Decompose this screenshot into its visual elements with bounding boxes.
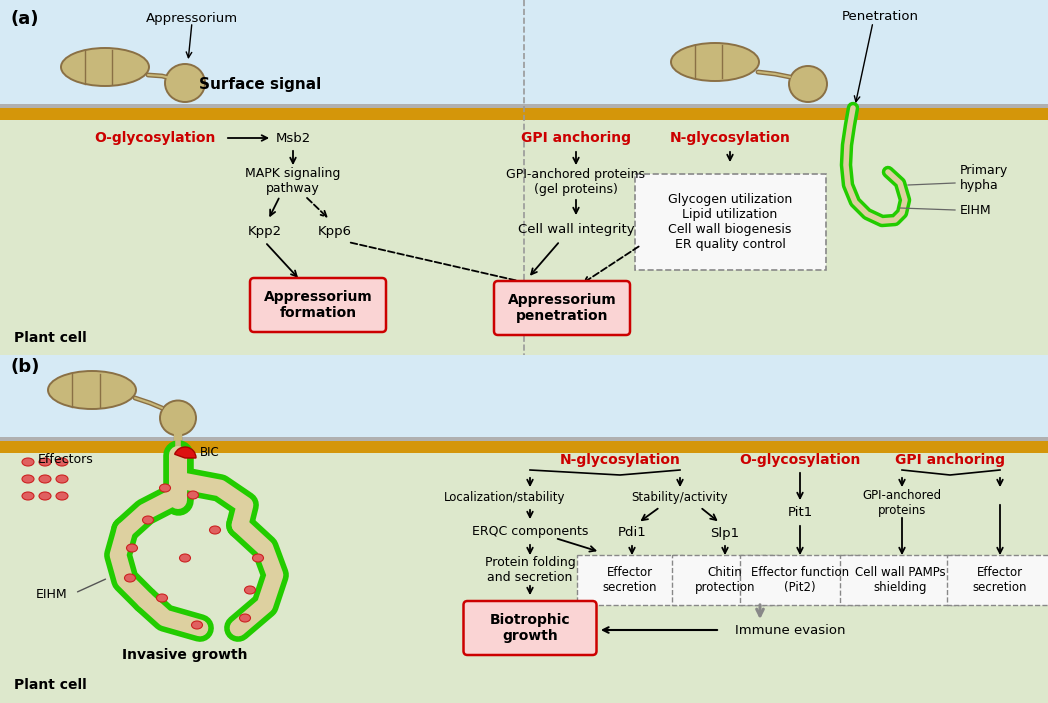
Ellipse shape	[143, 516, 153, 524]
Text: N-glycosylation: N-glycosylation	[670, 131, 790, 145]
Text: GPI anchoring: GPI anchoring	[521, 131, 631, 145]
Wedge shape	[175, 447, 196, 458]
Ellipse shape	[39, 458, 51, 466]
FancyBboxPatch shape	[577, 555, 683, 605]
Ellipse shape	[22, 492, 34, 500]
Ellipse shape	[156, 594, 168, 602]
Text: Effectors: Effectors	[38, 453, 93, 466]
Ellipse shape	[671, 43, 759, 81]
Text: Immune evasion: Immune evasion	[735, 624, 846, 636]
Text: Appressorium: Appressorium	[146, 12, 238, 25]
Text: BIC: BIC	[200, 446, 220, 460]
FancyBboxPatch shape	[463, 601, 596, 655]
Text: Kpp2: Kpp2	[248, 224, 282, 238]
Text: Pdi1: Pdi1	[617, 527, 647, 539]
Text: Effector
secretion: Effector secretion	[603, 566, 657, 594]
FancyBboxPatch shape	[634, 174, 826, 270]
Ellipse shape	[61, 48, 149, 86]
Ellipse shape	[253, 554, 263, 562]
Ellipse shape	[39, 492, 51, 500]
Text: Appressorium
penetration: Appressorium penetration	[507, 293, 616, 323]
Text: Stability/activity: Stability/activity	[632, 491, 728, 505]
FancyBboxPatch shape	[250, 278, 386, 332]
Bar	[0, 110, 1048, 355]
Text: Plant cell: Plant cell	[14, 331, 87, 345]
FancyBboxPatch shape	[740, 555, 860, 605]
Bar	[0, 108, 1048, 120]
Text: Chitin
protection: Chitin protection	[695, 566, 756, 594]
Text: Biotrophic
growth: Biotrophic growth	[489, 613, 570, 643]
Text: O-glycosylation: O-glycosylation	[94, 131, 216, 145]
FancyBboxPatch shape	[947, 555, 1048, 605]
Text: GPI anchoring: GPI anchoring	[895, 453, 1005, 467]
Ellipse shape	[244, 586, 256, 594]
Text: (a): (a)	[10, 10, 39, 28]
Text: Slp1: Slp1	[711, 527, 740, 539]
Text: Surface signal: Surface signal	[199, 77, 321, 93]
Ellipse shape	[56, 458, 68, 466]
Text: Cell wall integrity: Cell wall integrity	[518, 224, 634, 236]
Bar	[0, 104, 1048, 108]
Text: Effector function
(Pit2): Effector function (Pit2)	[751, 566, 849, 594]
FancyBboxPatch shape	[494, 281, 630, 335]
Ellipse shape	[125, 574, 135, 582]
Text: O-glycosylation: O-glycosylation	[739, 453, 860, 467]
Text: Protein folding
and secretion: Protein folding and secretion	[484, 556, 575, 584]
Text: Penetration: Penetration	[842, 10, 918, 23]
Text: Appressorium
formation: Appressorium formation	[264, 290, 372, 320]
Ellipse shape	[48, 371, 136, 409]
Text: Plant cell: Plant cell	[14, 678, 87, 692]
Ellipse shape	[210, 526, 220, 534]
Text: N-glycosylation: N-glycosylation	[560, 453, 680, 467]
Text: (b): (b)	[10, 358, 40, 376]
Text: Effector
secretion: Effector secretion	[973, 566, 1027, 594]
Text: Localization/stability: Localization/stability	[444, 491, 566, 505]
FancyBboxPatch shape	[672, 555, 778, 605]
Text: Kpp6: Kpp6	[318, 224, 352, 238]
Ellipse shape	[22, 475, 34, 483]
Ellipse shape	[127, 544, 137, 552]
Ellipse shape	[56, 475, 68, 483]
Ellipse shape	[56, 492, 68, 500]
Bar	[0, 355, 1048, 445]
Ellipse shape	[789, 66, 827, 102]
Bar	[0, 437, 1048, 441]
Ellipse shape	[179, 554, 191, 562]
Text: EIHM: EIHM	[960, 203, 991, 217]
Ellipse shape	[240, 614, 250, 622]
Text: GPI-anchored
proteins: GPI-anchored proteins	[863, 489, 941, 517]
Bar	[0, 0, 1048, 110]
Ellipse shape	[39, 475, 51, 483]
Ellipse shape	[188, 491, 198, 499]
Text: EIHM: EIHM	[37, 588, 68, 602]
Text: MAPK signaling
pathway: MAPK signaling pathway	[245, 167, 341, 195]
FancyBboxPatch shape	[839, 555, 961, 605]
Text: Primary
hypha: Primary hypha	[960, 164, 1008, 192]
Ellipse shape	[165, 64, 205, 102]
Text: Glycogen utilization
Lipid utilization
Cell wall biogenesis
ER quality control: Glycogen utilization Lipid utilization C…	[668, 193, 792, 251]
Text: Invasive growth: Invasive growth	[123, 648, 247, 662]
Text: ERQC components: ERQC components	[472, 526, 588, 538]
Bar	[0, 445, 1048, 703]
Text: GPI-anchored proteins
(gel proteins): GPI-anchored proteins (gel proteins)	[506, 168, 646, 196]
Ellipse shape	[160, 401, 196, 435]
Text: Cell wall PAMPs
shielding: Cell wall PAMPs shielding	[855, 566, 945, 594]
Text: Pit1: Pit1	[787, 506, 812, 520]
Ellipse shape	[159, 484, 171, 492]
Bar	[0, 441, 1048, 453]
Ellipse shape	[192, 621, 202, 629]
Ellipse shape	[22, 458, 34, 466]
Text: Msb2: Msb2	[276, 131, 310, 145]
